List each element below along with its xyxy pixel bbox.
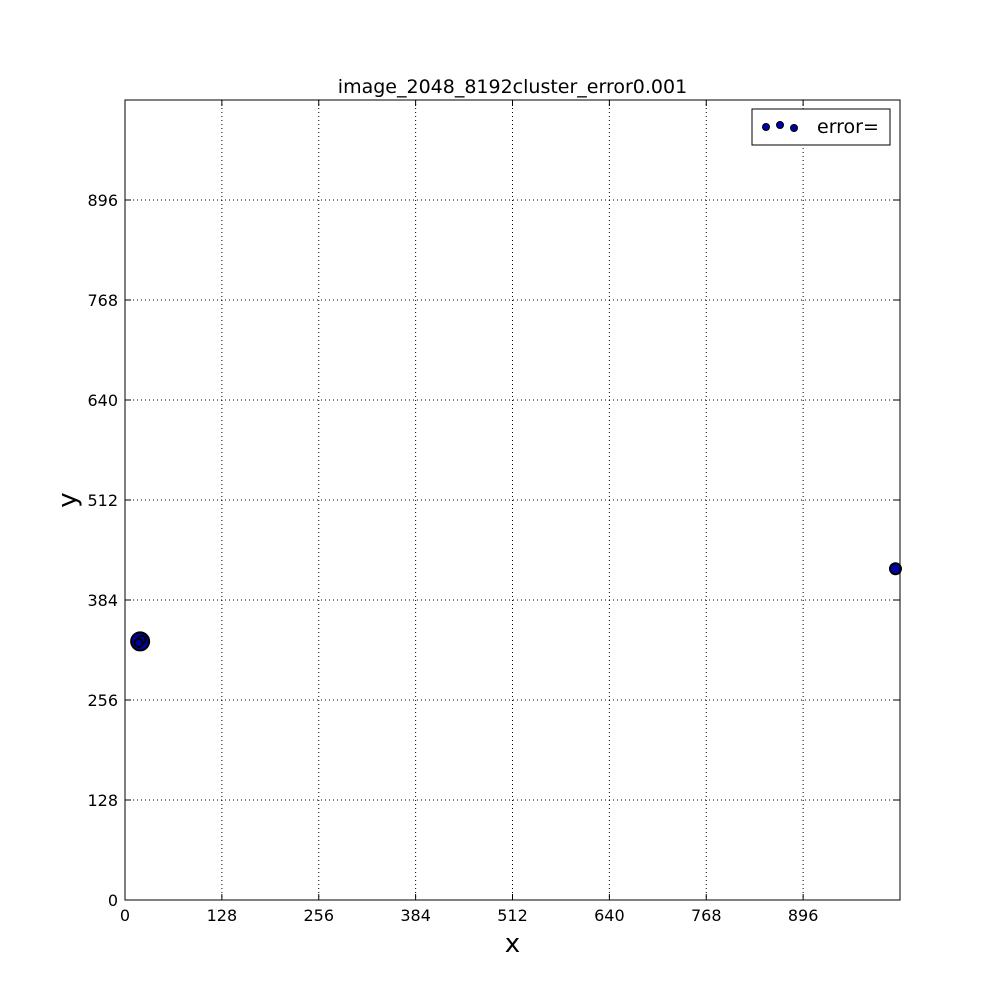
x-tick-label: 0 (120, 906, 130, 925)
legend-marker (762, 123, 770, 131)
data-points (130, 562, 902, 652)
legend: error= (751, 108, 891, 146)
chart-title: image_2048_8192cluster_error0.001 (338, 76, 687, 98)
x-axis-label: x (505, 929, 520, 959)
axis-ticks: 0 128 256 384 512 640 768 896 0 128 256 384 512 640 76… (87, 100, 900, 925)
legend-marker (790, 124, 798, 132)
y-tick-label: 768 (87, 291, 118, 310)
x-tick-label: 256 (303, 906, 334, 925)
y-tick-label: 384 (87, 591, 118, 610)
legend-box (751, 108, 891, 146)
y-tick-label: 896 (87, 191, 118, 210)
scatter-point (888, 562, 902, 576)
y-tick-label: 0 (108, 891, 118, 910)
y-tick-label: 128 (87, 791, 118, 810)
x-tick-label: 128 (207, 906, 238, 925)
x-tick-label: 768 (691, 906, 722, 925)
legend-marker (776, 121, 784, 129)
y-axis-label: y (53, 492, 83, 507)
y-tick-label: 512 (87, 491, 118, 510)
x-tick-label: 896 (788, 906, 819, 925)
x-tick-label: 512 (497, 906, 528, 925)
scatter-point (133, 637, 144, 648)
grid-lines (125, 100, 900, 900)
y-tick-label: 256 (87, 691, 118, 710)
x-tick-label: 384 (400, 906, 431, 925)
y-tick-label: 640 (87, 391, 118, 410)
x-tick-label: 640 (594, 906, 625, 925)
legend-entry-error: error= (817, 116, 879, 138)
legend-markers (762, 121, 798, 132)
